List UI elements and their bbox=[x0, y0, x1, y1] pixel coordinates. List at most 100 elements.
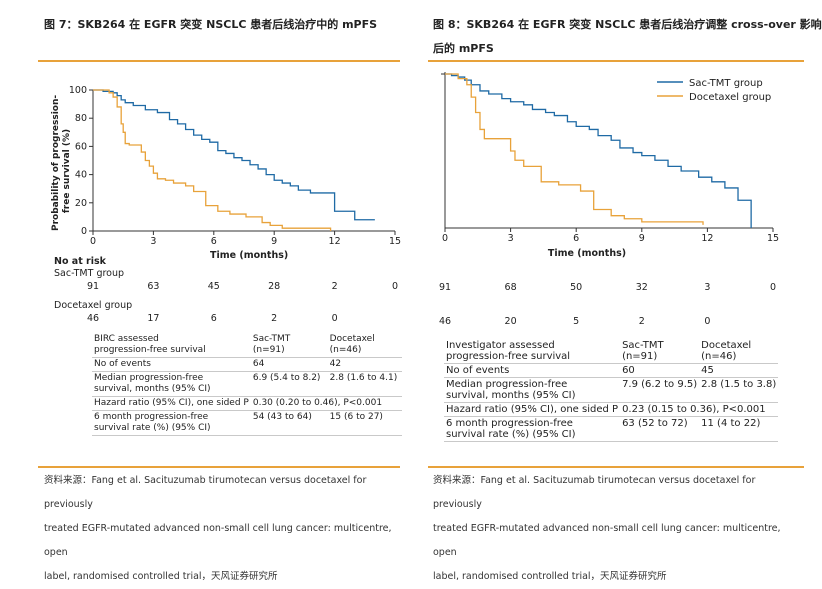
risk-count: 0 bbox=[331, 313, 338, 324]
risk-count: 6 bbox=[210, 313, 217, 324]
risk-count: 5 bbox=[573, 316, 580, 327]
table-row: Median progression-free survival, months… bbox=[444, 377, 779, 403]
sac-tmt-series-line bbox=[445, 73, 752, 228]
table-cell: 0.23 (0.15 to 0.36), P<0.001 bbox=[620, 402, 779, 417]
table-cell: Hazard ratio (95% CI), one sided P bbox=[444, 402, 621, 417]
x-tick-label: 6 bbox=[573, 233, 579, 244]
table-cell: 6 month progression-free survival rate (… bbox=[444, 416, 621, 442]
table-cell: No of events bbox=[92, 357, 251, 372]
figure-8-source: 资料来源：Fang et al. Sacituzumab tirumotecan… bbox=[433, 469, 805, 589]
risk-heading: No at risk bbox=[54, 256, 106, 267]
x-tick-label: 6 bbox=[211, 236, 217, 247]
table-row: Hazard ratio (95% CI), one sided P 0.30 (… bbox=[92, 396, 402, 411]
x-tick-label: 9 bbox=[639, 233, 645, 244]
risk-count: 0 bbox=[769, 282, 777, 293]
table-cell: No of events bbox=[444, 363, 621, 378]
table-cell: 15 (6 to 27) bbox=[327, 410, 402, 436]
table-row: Hazard ratio (95% CI), one sided P 0.23 (… bbox=[444, 402, 779, 417]
table-cell: 2.8 (1.6 to 4.1) bbox=[327, 371, 402, 397]
figure-8-bottom-rule bbox=[428, 466, 804, 468]
risk-count: 91 bbox=[438, 282, 452, 293]
table-cell: 63 (52 to 72) bbox=[620, 416, 700, 442]
stats-table-left: BIRC assessed progression-free survival S… bbox=[92, 333, 402, 436]
risk-count: 2 bbox=[271, 313, 278, 324]
risk-count: 63 bbox=[147, 281, 160, 292]
table-cell: Investigator assessed progression-free s… bbox=[444, 339, 621, 364]
figure-7-bottom-rule bbox=[38, 466, 400, 468]
x-tick-label: 12 bbox=[701, 233, 713, 244]
table-cell: 60 bbox=[620, 363, 700, 378]
stats-table-right: Investigator assessed progression-free s… bbox=[444, 339, 779, 442]
source-line-2: treated EGFR-mutated advanced non-small … bbox=[44, 523, 392, 558]
table-header-row: BIRC assessed progression-free survival S… bbox=[92, 333, 402, 358]
x-tick-label: 3 bbox=[508, 233, 514, 244]
source-line-2: treated EGFR-mutated advanced non-small … bbox=[433, 523, 781, 558]
table-cell: Docetaxel (n=46) bbox=[699, 339, 779, 364]
table-cell: Hazard ratio (95% CI), one sided P bbox=[92, 396, 251, 411]
x-tick-label: 0 bbox=[90, 236, 96, 247]
risk-count: 32 bbox=[635, 282, 648, 293]
table-cell: 45 bbox=[699, 363, 779, 378]
y-tick-label: 60 bbox=[75, 141, 87, 152]
risk-count: 45 bbox=[207, 281, 220, 292]
table-cell: 64 bbox=[250, 357, 328, 372]
x-tick-label: 9 bbox=[271, 236, 277, 247]
x-tick-label: 15 bbox=[389, 236, 401, 247]
x-tick-label: 15 bbox=[767, 233, 779, 244]
risk-count: 91 bbox=[86, 281, 100, 292]
table-cell: 6.9 (5.4 to 8.2) bbox=[250, 371, 328, 397]
figure-7-top-rule bbox=[38, 60, 400, 62]
x-tick-label: 3 bbox=[150, 236, 156, 247]
table-row: No of events 60 45 bbox=[444, 363, 779, 378]
legend-label: Docetaxel group bbox=[689, 92, 771, 103]
table-row: 6 month progression-free survival rate (… bbox=[92, 410, 402, 436]
risk-group-name-doce: Docetaxel group bbox=[54, 300, 133, 311]
figure-8-title: 图 8：SKB264 在 EGFR 突变 NSCLC 患者后线治疗调整 cros… bbox=[433, 18, 822, 31]
docetaxel-series-line bbox=[93, 89, 332, 231]
risk-group-name-sac: Sac-TMT group bbox=[54, 268, 125, 279]
table-cell: BIRC assessed progression-free survival bbox=[92, 333, 251, 358]
y-tick-label: 20 bbox=[75, 198, 87, 209]
table-cell: Median progression-free survival, months… bbox=[444, 377, 621, 403]
y-tick-label: 40 bbox=[75, 170, 87, 181]
risk-count: 20 bbox=[504, 316, 517, 327]
table-cell: 42 bbox=[327, 357, 402, 372]
y-tick-label: 80 bbox=[75, 113, 87, 124]
x-tick-label: 0 bbox=[442, 233, 448, 244]
source-line-3: label, randomised controlled trial，天风证券研… bbox=[44, 571, 278, 582]
table-cell: Sac-TMT (n=91) bbox=[620, 339, 700, 364]
figure-7-title: 图 7：SKB264 在 EGFR 突变 NSCLC 患者后线治疗中的 mPFS bbox=[44, 18, 378, 31]
chart-1-ylabel: Probability of progression- free surviva… bbox=[51, 94, 72, 231]
table-row: No of events 64 42 bbox=[92, 357, 402, 372]
table-cell: Sac-TMT (n=91) bbox=[250, 333, 328, 358]
risk-count: 46 bbox=[438, 316, 452, 327]
table-cell: 7.9 (6.2 to 9.5) bbox=[620, 377, 700, 403]
risk-count: 68 bbox=[504, 282, 517, 293]
table-cell: 6 month progression-free survival rate (… bbox=[92, 410, 251, 436]
risk-count: 3 bbox=[704, 282, 711, 293]
risk-count: 0 bbox=[391, 281, 399, 292]
x-tick-label: 12 bbox=[329, 236, 341, 247]
docetaxel-series-line bbox=[445, 73, 704, 225]
risk-count: 28 bbox=[268, 281, 281, 292]
table-cell: 0.30 (0.20 to 0.46), P<0.001 bbox=[250, 396, 402, 411]
table-row: Median progression-free survival, months… bbox=[92, 371, 402, 397]
source-line-1: 资料来源：Fang et al. Sacituzumab tirumotecan… bbox=[44, 475, 367, 510]
risk-count: 2 bbox=[638, 316, 645, 327]
sac-tmt-series-line bbox=[93, 89, 375, 221]
risk-count: 0 bbox=[704, 316, 711, 327]
figure-8-top-rule bbox=[428, 60, 804, 62]
table-cell: Median progression-free survival, months… bbox=[92, 371, 251, 397]
figure-7-source: 资料来源：Fang et al. Sacituzumab tirumotecan… bbox=[44, 469, 404, 589]
risk-count: 46 bbox=[86, 313, 100, 324]
source-line-3: label, randomised controlled trial，天风证券研… bbox=[433, 571, 667, 582]
risk-count: 2 bbox=[331, 281, 338, 292]
table-cell: 2.8 (1.5 to 3.8) bbox=[699, 377, 779, 403]
chart-2-xlabel: Time (months) bbox=[548, 248, 626, 259]
legend-label: Sac-TMT group bbox=[689, 78, 763, 89]
y-tick-label: 100 bbox=[69, 85, 87, 96]
table-cell: 11 (4 to 22) bbox=[699, 416, 779, 442]
table-cell: 54 (43 to 64) bbox=[250, 410, 328, 436]
risk-count: 17 bbox=[147, 313, 160, 324]
risk-count: 50 bbox=[570, 282, 583, 293]
